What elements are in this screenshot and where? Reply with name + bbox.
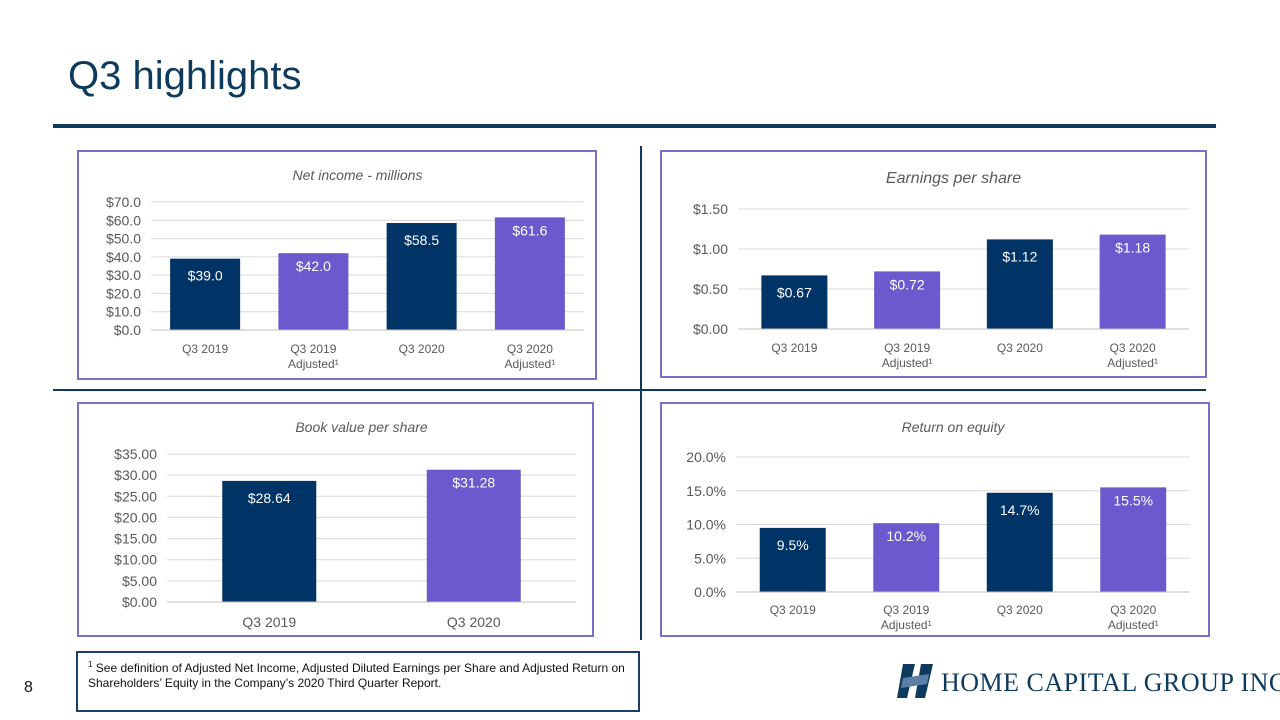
y-tick-label: $15.00 [114, 531, 157, 547]
bar [222, 480, 317, 602]
bar [426, 469, 521, 602]
page-title: Q3 highlights [68, 54, 302, 98]
eps-chart-svg: Earnings per share $0.00 $0.50 $1.00 $1.50 $0… [693, 170, 1189, 370]
category-label: Q3 2019 [770, 603, 816, 617]
category-label: Q3 2019 [884, 341, 930, 355]
bar [386, 223, 457, 330]
y-tick-label: $25.00 [114, 488, 157, 504]
y-tick-label: $30.0 [106, 267, 141, 283]
category-label: Q3 2020 [1110, 341, 1156, 355]
category-label: Q3 2019 [182, 342, 228, 356]
bar [873, 523, 940, 592]
data-label: $42.0 [296, 258, 331, 274]
category-label: Q3 2020 [399, 342, 445, 356]
y-tick-label: $10.00 [114, 552, 157, 568]
net-income-chart-svg: Net income - millions $0.0 $10.0 $20.0 $30.0… [106, 167, 584, 371]
category-label: Q3 2020 [507, 342, 553, 356]
data-label: $1.18 [1115, 240, 1150, 256]
y-tick-label: $1.50 [693, 201, 728, 217]
title-divider [53, 124, 1216, 128]
y-tick-label: $1.00 [693, 241, 728, 257]
y-tick-label: $5.00 [122, 573, 157, 589]
category-label: Q3 2020 [1110, 603, 1156, 617]
category-label: Adjusted¹ [505, 357, 556, 371]
vertical-divider [640, 146, 642, 640]
footnote-marker: 1 [88, 660, 93, 669]
category-label: Q3 2019 [242, 614, 296, 630]
y-tick-label: 0.0% [694, 584, 726, 600]
category-label: Q3 2019 [771, 341, 817, 355]
data-label: $61.6 [512, 222, 547, 238]
book-value-chart: Book value per share $0.00 $5.00 $10.00 $15.… [77, 402, 594, 637]
chart-title: Earnings per share [886, 170, 1021, 187]
y-tick-label: $70.0 [106, 194, 141, 210]
y-tick-label: $20.00 [114, 509, 157, 525]
category-label: Adjusted¹ [881, 618, 932, 632]
data-label: $0.67 [777, 284, 812, 300]
y-tick-label: $35.00 [114, 446, 157, 462]
logo-text: HOME CAPITAL GROUP INC. [941, 668, 1280, 697]
y-tick-label: $0.00 [693, 321, 728, 337]
data-label: 15.5% [1113, 492, 1153, 508]
y-tick-label: $0.0 [114, 322, 141, 338]
chart-title: Return on equity [902, 419, 1006, 435]
net-income-chart: Net income - millions $0.0 $10.0 $20.0 $30.0… [77, 150, 597, 380]
roe-chart-svg: Return on equity 0.0% 5.0% 10.0% 15.0% 20.0% 9… [686, 419, 1190, 632]
roe-chart: Return on equity 0.0% 5.0% 10.0% 15.0% 20.0% 9… [660, 402, 1210, 637]
data-label: $39.0 [188, 268, 223, 284]
chart-title: Book value per share [295, 419, 428, 435]
data-label: 9.5% [777, 537, 809, 553]
category-label: Q3 2020 [997, 341, 1043, 355]
horizontal-divider [53, 389, 1206, 391]
y-tick-label: 20.0% [686, 449, 726, 465]
bar [874, 271, 941, 329]
data-label: $58.5 [404, 232, 439, 248]
bar [1100, 487, 1167, 592]
book-value-chart-svg: Book value per share $0.00 $5.00 $10.00 $15.… [114, 419, 576, 630]
bar [278, 253, 349, 330]
company-logo: HOME CAPITAL GROUP INC. [895, 660, 1280, 706]
y-tick-label: $10.0 [106, 304, 141, 320]
eps-chart: Earnings per share $0.00 $0.50 $1.00 $1.50 $0… [660, 150, 1207, 378]
y-tick-label: $0.50 [693, 281, 728, 297]
footnote-text: See definition of Adjusted Net Income, A… [88, 661, 625, 690]
chart-title: Net income - millions [293, 167, 423, 183]
bar [1099, 234, 1166, 329]
y-tick-label: 5.0% [694, 550, 726, 566]
data-label: $28.64 [248, 490, 291, 506]
logo-mark-icon [897, 664, 933, 698]
data-label: $1.12 [1002, 248, 1037, 264]
bar [986, 492, 1053, 592]
footnote-box: 1 See definition of Adjusted Net Income,… [76, 651, 640, 712]
category-label: Q3 2019 [290, 342, 336, 356]
category-label: Adjusted¹ [882, 356, 933, 370]
y-tick-label: $40.0 [106, 249, 141, 265]
category-label: Adjusted¹ [1108, 618, 1159, 632]
page-number: 8 [24, 679, 33, 696]
y-tick-label: $20.0 [106, 285, 141, 301]
data-label: 10.2% [886, 528, 926, 544]
data-label: $31.28 [452, 475, 495, 491]
bar [170, 258, 241, 330]
bar [759, 527, 826, 592]
category-label: Q3 2020 [447, 614, 501, 630]
category-label: Q3 2019 [883, 603, 929, 617]
category-label: Adjusted¹ [1107, 356, 1158, 370]
y-tick-label: $30.00 [114, 467, 157, 483]
data-label: 14.7% [1000, 502, 1040, 518]
bar [494, 217, 565, 330]
bar [761, 275, 828, 329]
y-tick-label: $0.00 [122, 594, 157, 610]
y-tick-label: $60.0 [106, 212, 141, 228]
y-tick-label: 15.0% [686, 483, 726, 499]
y-tick-label: $50.0 [106, 231, 141, 247]
data-label: $0.72 [890, 276, 925, 292]
y-tick-label: 10.0% [686, 517, 726, 533]
bar [986, 239, 1053, 329]
category-label: Adjusted¹ [288, 357, 339, 371]
category-label: Q3 2020 [997, 603, 1043, 617]
